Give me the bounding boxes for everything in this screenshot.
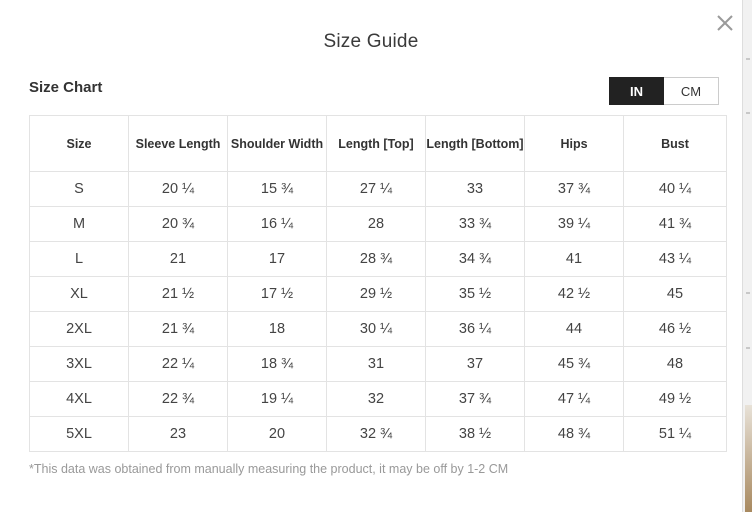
measurement-cell: 45 ¾: [524, 346, 624, 382]
table-row: 2XL 21 ¾ 18 30 ¼ 36 ¼ 44 46 ½: [29, 311, 727, 347]
measurement-cell: 33 ¾: [425, 206, 525, 242]
close-button[interactable]: [714, 12, 736, 34]
measurement-cell: 34 ¾: [425, 241, 525, 277]
column-header: Size: [29, 115, 129, 172]
background-image-edge: [745, 405, 752, 512]
measurement-cell: 32: [326, 381, 426, 417]
footnote: *This data was obtained from manually me…: [29, 462, 509, 476]
measurement-cell: 20: [227, 416, 327, 452]
measurement-cell: 49 ½: [623, 381, 727, 417]
column-header: Length [Top]: [326, 115, 426, 172]
size-cell: L: [29, 241, 129, 277]
measurement-cell: 15 ¾: [227, 171, 327, 207]
size-cell: 5XL: [29, 416, 129, 452]
measurement-cell: 40 ¼: [623, 171, 727, 207]
measurement-cell: 21 ¾: [128, 311, 228, 347]
measurement-cell: 16 ¼: [227, 206, 327, 242]
measurement-cell: 41: [524, 241, 624, 277]
measurement-cell: 37 ¾: [524, 171, 624, 207]
measurement-cell: 37 ¾: [425, 381, 525, 417]
measurement-cell: 36 ¼: [425, 311, 525, 347]
measurement-cell: 23: [128, 416, 228, 452]
measurement-cell: 51 ¼: [623, 416, 727, 452]
measurement-cell: 31: [326, 346, 426, 382]
table-row: 3XL 22 ¼ 18 ¾ 31 37 45 ¾ 48: [29, 346, 727, 382]
unit-cm-button[interactable]: CM: [664, 77, 719, 105]
measurement-cell: 17: [227, 241, 327, 277]
table-row: S 20 ¼ 15 ¾ 27 ¼ 33 37 ¾ 40 ¼: [29, 171, 727, 207]
measurement-cell: 22 ¾: [128, 381, 228, 417]
measurement-cell: 32 ¾: [326, 416, 426, 452]
measurement-cell: 27 ¼: [326, 171, 426, 207]
column-header: Shoulder Width: [227, 115, 327, 172]
size-cell: 4XL: [29, 381, 129, 417]
measurement-cell: 22 ¼: [128, 346, 228, 382]
page-scrollbar[interactable]: [742, 0, 752, 512]
measurement-cell: 47 ¼: [524, 381, 624, 417]
measurement-cell: 33: [425, 171, 525, 207]
column-header: Length [Bottom]: [425, 115, 525, 172]
measurement-cell: 28: [326, 206, 426, 242]
measurement-cell: 29 ½: [326, 276, 426, 312]
size-cell: XL: [29, 276, 129, 312]
measurement-cell: 48: [623, 346, 727, 382]
measurement-cell: 39 ¼: [524, 206, 624, 242]
column-header: Hips: [524, 115, 624, 172]
measurement-cell: 42 ½: [524, 276, 624, 312]
table-row: L 21 17 28 ¾ 34 ¾ 41 43 ¼: [29, 241, 727, 277]
measurement-cell: 21 ½: [128, 276, 228, 312]
size-cell: M: [29, 206, 129, 242]
measurement-cell: 46 ½: [623, 311, 727, 347]
close-icon: [717, 15, 733, 31]
size-chart-heading: Size Chart: [29, 79, 103, 96]
measurement-cell: 30 ¼: [326, 311, 426, 347]
measurement-cell: 37: [425, 346, 525, 382]
measurement-cell: 43 ¼: [623, 241, 727, 277]
size-cell: 3XL: [29, 346, 129, 382]
measurement-cell: 17 ½: [227, 276, 327, 312]
measurement-cell: 28 ¾: [326, 241, 426, 277]
measurement-cell: 20 ¼: [128, 171, 228, 207]
unit-in-button[interactable]: IN: [609, 77, 664, 105]
table-row: 4XL 22 ¾ 19 ¼ 32 37 ¾ 47 ¼ 49 ½: [29, 381, 727, 417]
column-header: Bust: [623, 115, 727, 172]
unit-toggle: IN CM: [609, 77, 719, 105]
measurement-cell: 18: [227, 311, 327, 347]
measurement-cell: 18 ¾: [227, 346, 327, 382]
measurement-cell: 48 ¾: [524, 416, 624, 452]
modal-title: Size Guide: [323, 31, 419, 52]
measurement-cell: 19 ¼: [227, 381, 327, 417]
size-table: Size Sleeve Length Shoulder Width Length [T…: [29, 115, 727, 452]
measurement-cell: 35 ½: [425, 276, 525, 312]
table-row: XL 21 ½ 17 ½ 29 ½ 35 ½ 42 ½ 45: [29, 276, 727, 312]
table-header-row: Size Sleeve Length Shoulder Width Length [T…: [29, 115, 727, 172]
measurement-cell: 45: [623, 276, 727, 312]
measurement-cell: 41 ¾: [623, 206, 727, 242]
measurement-cell: 38 ½: [425, 416, 525, 452]
table-row: M 20 ¾ 16 ¼ 28 33 ¾ 39 ¼ 41 ¾: [29, 206, 727, 242]
column-header: Sleeve Length: [128, 115, 228, 172]
size-cell: 2XL: [29, 311, 129, 347]
measurement-cell: 44: [524, 311, 624, 347]
measurement-cell: 20 ¾: [128, 206, 228, 242]
table-row: 5XL 23 20 32 ¾ 38 ½ 48 ¾ 51 ¼: [29, 416, 727, 452]
size-cell: S: [29, 171, 129, 207]
measurement-cell: 21: [128, 241, 228, 277]
